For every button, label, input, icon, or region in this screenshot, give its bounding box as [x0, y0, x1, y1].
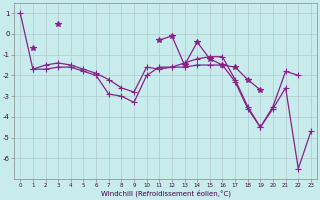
X-axis label: Windchill (Refroidissement éolien,°C): Windchill (Refroidissement éolien,°C)	[100, 190, 231, 197]
